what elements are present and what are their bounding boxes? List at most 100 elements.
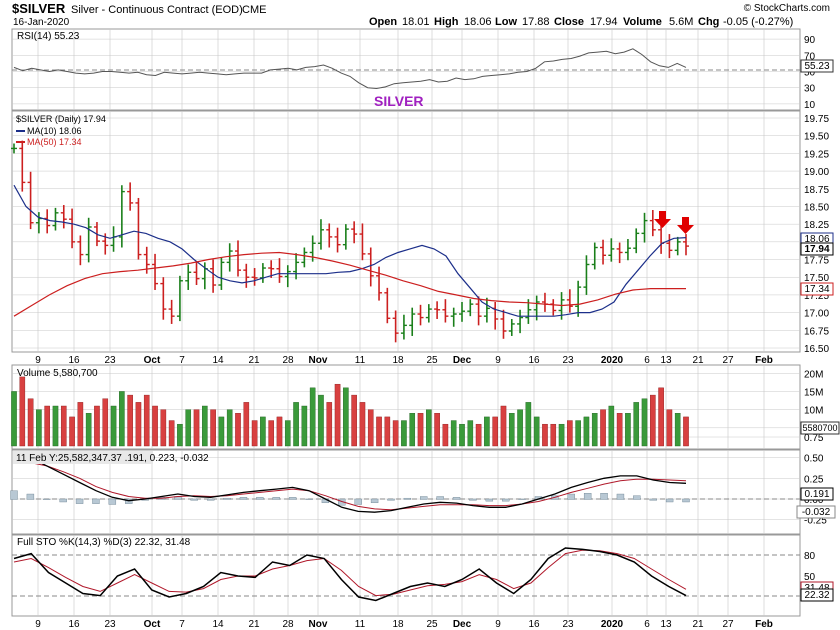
price-bar [575, 280, 582, 317]
svg-text:$SILVER (Daily) 17.94: $SILVER (Daily) 17.94 [16, 114, 106, 124]
price-bar [168, 299, 175, 324]
price-bar [500, 309, 507, 339]
volume-bar [85, 413, 92, 447]
volume-bar [666, 409, 673, 447]
price-legend: $SILVER (Daily) 17.94 MA(10) 18.06 MA(50… [16, 114, 106, 147]
price-bar [317, 219, 324, 250]
price-y-tick: 18.75 [804, 185, 829, 196]
svg-text:Close: Close [554, 16, 584, 28]
svg-text:Low: Low [495, 16, 517, 28]
x-tick-label: 21 [692, 619, 704, 630]
rsi-value-tag: 55.23 [800, 59, 834, 73]
price-bar [60, 205, 67, 229]
svg-text:Open: Open [369, 16, 397, 28]
volume-bar [218, 416, 225, 447]
price-bar [384, 287, 391, 324]
svg-text:18.06: 18.06 [464, 16, 492, 28]
price-bar [127, 182, 134, 211]
x-tick-label: 9 [495, 619, 501, 630]
price-bar [27, 171, 34, 230]
ohlc-readout: Open 18.01 High 18.06 Low 17.88 Close 17… [369, 16, 793, 28]
macd-value-tags: 0.191 -0.032 [796, 487, 836, 519]
volume-bar [467, 420, 474, 447]
histogram-bar [43, 498, 51, 500]
svg-text:17.94: 17.94 [804, 244, 829, 255]
x-tick-label: 23 [104, 355, 116, 366]
volume-bar [334, 383, 341, 447]
price-bar [600, 239, 607, 265]
price-bar [483, 297, 490, 323]
price-bar [52, 207, 59, 231]
volume-bar [284, 420, 291, 447]
svg-text:17.34: 17.34 [804, 284, 829, 295]
x-tick-label: 27 [722, 619, 734, 630]
volume-bar [575, 420, 581, 447]
x-tick-label: 9 [35, 619, 41, 630]
price-tags: 18.06 17.94 17.34 [800, 232, 834, 296]
x-tick-label: Nov [309, 619, 328, 630]
x-tick-label: 13 [660, 619, 672, 630]
x-tick-label: 28 [282, 355, 294, 366]
price-bar [566, 289, 573, 313]
histogram-bar [305, 498, 313, 500]
volume-bar [309, 387, 316, 447]
volume-bar [674, 413, 681, 447]
macd-signal-line [13, 461, 687, 511]
x-tick-label: Dec [453, 355, 472, 366]
x-tick-label: 7 [179, 619, 185, 630]
price-bar [633, 228, 640, 254]
x-tick-label: Nov [309, 355, 328, 366]
svg-text:-0.032: -0.032 [802, 507, 831, 518]
volume-bar [168, 420, 175, 447]
price-bar [674, 236, 681, 256]
price-bar [616, 242, 623, 264]
volume-bar [409, 413, 416, 447]
volume-bar [376, 416, 382, 447]
histogram-bar [600, 493, 608, 500]
volume-bar [210, 409, 216, 447]
x-tick-label: 16 [68, 619, 80, 630]
price-bar [160, 277, 167, 320]
svg-text:22.32: 22.32 [804, 590, 829, 601]
price-y-tick: 19.25 [804, 149, 829, 160]
price-y-tick: 17.75 [804, 256, 829, 267]
histogram-bar [108, 498, 117, 505]
volume-bar [343, 387, 349, 447]
x-tick-label: Oct [144, 619, 161, 630]
price-bar [210, 259, 217, 293]
x-tick-label: 16 [528, 619, 540, 630]
volume-bar [367, 409, 374, 447]
volume-bar [160, 409, 167, 447]
volume-bar [500, 405, 507, 447]
x-tick-label: 28 [282, 619, 294, 630]
price-bar [591, 242, 598, 270]
x-tick-label: 14 [212, 619, 224, 630]
volume-bar [226, 409, 233, 447]
rsi-y-tick: 90 [804, 35, 816, 46]
volume-bar [52, 405, 59, 447]
volume-bar [525, 402, 532, 447]
rsi-y-tick: 50 [804, 68, 816, 79]
price-bar [541, 292, 548, 312]
ma50-line [13, 251, 686, 317]
price-bar [367, 247, 374, 287]
svg-text:-0.05 (-0.27%): -0.05 (-0.27%) [723, 16, 793, 28]
histogram-bar [436, 496, 444, 500]
volume-bar [600, 409, 606, 447]
sto-k-line [13, 547, 687, 602]
price-bar [110, 226, 117, 252]
price-y-tick: 19.75 [804, 114, 829, 125]
price-bar [475, 296, 482, 326]
price-y-tick: 17.25 [804, 291, 829, 302]
volume-bar [235, 413, 241, 447]
x-tick-label: 6 [644, 619, 650, 630]
price-y-tick: 16.50 [804, 344, 829, 355]
ma10-line [13, 184, 687, 317]
down-arrow-icon [677, 217, 694, 234]
x-axis-labels: 9 9 16 16 23 23 Oct Oct 7 7 14 14 21 21 28 28 Nov Nov 11 11… [35, 355, 773, 630]
x-tick-label: 21 [692, 355, 704, 366]
price-bar [326, 223, 333, 248]
copyright: © StockCharts.com [744, 3, 830, 14]
price-bar [77, 235, 84, 266]
